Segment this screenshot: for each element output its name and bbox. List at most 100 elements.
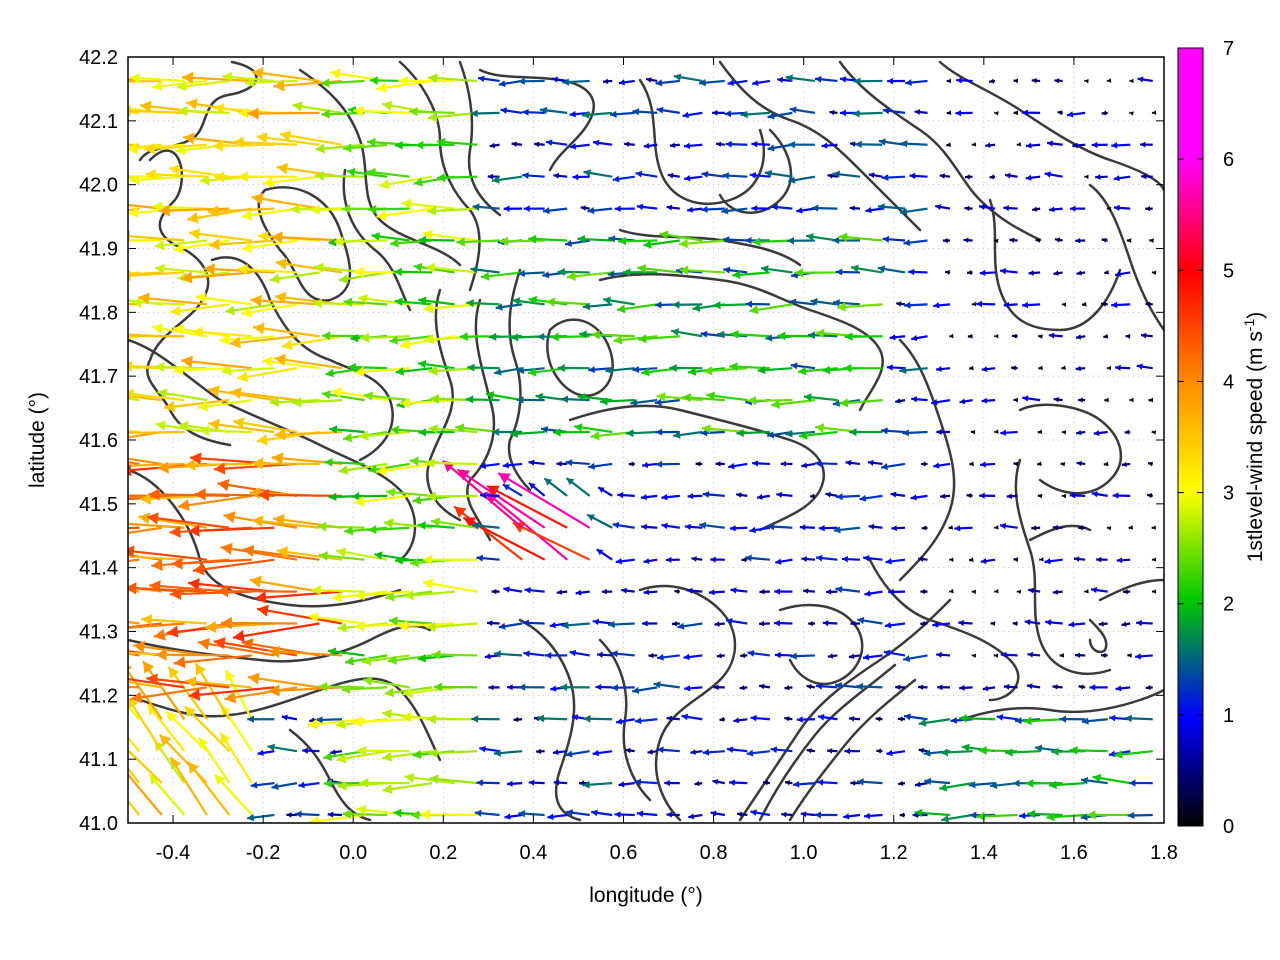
wind-arrow <box>516 396 545 404</box>
wind-arrow <box>822 365 861 375</box>
wind-arrow <box>246 813 275 822</box>
wind-arrow <box>821 142 838 149</box>
wind-arrow <box>1078 397 1086 403</box>
wind-arrow <box>144 142 207 155</box>
wind-arrow <box>722 236 748 244</box>
colorbar <box>1177 47 1204 827</box>
wind-arrow <box>547 813 568 820</box>
wind-arrow <box>250 294 320 307</box>
wind-arrow <box>849 428 883 437</box>
wind-arrow <box>269 271 320 284</box>
wind-arrow <box>1027 809 1063 819</box>
wind-arrow <box>1084 589 1089 594</box>
colorbar-label-close: ) <box>1244 312 1267 319</box>
wind-arrow <box>347 362 388 372</box>
wind-arrow <box>479 745 500 753</box>
wind-arrow <box>721 207 748 215</box>
wind-arrow <box>682 111 703 119</box>
y-tick-label: 41.9 <box>79 239 118 261</box>
wind-arrow <box>1151 589 1157 594</box>
contour-line <box>128 468 402 608</box>
wind-arrow <box>581 110 613 119</box>
wind-arrow <box>966 270 973 276</box>
wind-arrow <box>677 622 703 630</box>
wind-arrow <box>374 551 410 561</box>
wind-arrow <box>587 206 613 215</box>
wind-arrow <box>1013 397 1019 403</box>
contour-line <box>342 168 412 312</box>
wind-arrow <box>1010 365 1018 371</box>
wind-arrow <box>618 236 658 246</box>
wind-arrow <box>415 140 455 150</box>
wind-arrow <box>966 493 973 499</box>
wind-arrow <box>817 714 838 721</box>
wind-arrow <box>1038 365 1043 371</box>
wind-arrow <box>131 297 185 308</box>
wind-arrow <box>832 170 861 178</box>
wind-arrow <box>128 773 163 816</box>
wind-arrow <box>843 363 883 373</box>
wind-arrow <box>176 79 230 92</box>
wind-arrow <box>610 650 635 658</box>
wind-arrow <box>404 772 455 785</box>
wind-arrow <box>876 748 883 754</box>
wind-arrow <box>1115 364 1131 371</box>
wind-arrow <box>695 461 703 467</box>
wind-arrow <box>936 651 951 658</box>
wind-arrow <box>184 458 252 471</box>
wind-arrow <box>128 665 163 720</box>
wind-arrow <box>1076 460 1086 467</box>
wind-arrow <box>890 491 906 498</box>
wind-arrow <box>949 557 954 562</box>
wind-arrow <box>1103 333 1109 339</box>
wind-arrow <box>746 749 770 757</box>
wind-arrow <box>557 364 590 373</box>
wind-arrow <box>241 207 298 221</box>
wind-arrow <box>321 109 365 119</box>
wind-arrow <box>212 140 275 152</box>
wind-arrow <box>252 322 320 338</box>
wind-arrow <box>271 782 298 790</box>
wind-arrow <box>719 716 725 722</box>
wind-arrow <box>128 430 162 439</box>
wind-arrow <box>399 397 455 409</box>
wind-arrow <box>522 619 545 627</box>
wind-arrow <box>562 78 590 86</box>
wind-arrow <box>994 429 999 434</box>
wind-arrow <box>805 232 838 242</box>
wind-arrow <box>694 780 703 787</box>
wind-arrow <box>666 811 680 818</box>
wind-arrow <box>523 205 545 213</box>
wind-arrow <box>881 427 906 435</box>
wind-arrow <box>678 238 725 249</box>
wind-arrow <box>171 557 252 570</box>
wind-arrow <box>903 713 928 721</box>
wind-arrow <box>518 269 545 278</box>
wind-arrow <box>725 617 748 625</box>
wind-arrow <box>628 461 635 467</box>
contour-line <box>288 728 372 822</box>
wind-arrow <box>274 353 343 370</box>
wind-arrow <box>1122 589 1131 595</box>
wind-arrow <box>588 462 613 470</box>
wind-arrow <box>1021 109 1041 116</box>
wind-arrow <box>244 77 297 88</box>
wind-arrow <box>827 653 838 659</box>
wind-arrow <box>655 428 680 436</box>
wind-arrow <box>920 621 928 627</box>
wind-arrow <box>268 645 343 658</box>
wind-arrow <box>801 462 816 469</box>
wind-arrow <box>722 172 748 180</box>
wind-arrow <box>932 621 951 628</box>
x-tick-label: 1.0 <box>790 842 818 864</box>
wind-arrow <box>843 813 861 820</box>
wind-arrow <box>476 554 500 562</box>
wind-arrow <box>309 813 365 823</box>
wind-arrow <box>354 494 410 507</box>
colorbar-tick-label: 6 <box>1223 149 1234 171</box>
wind-arrow <box>359 332 410 343</box>
wind-arrow <box>924 777 951 786</box>
contour-line <box>718 60 922 232</box>
contour-line <box>1098 578 1164 602</box>
wind-arrow <box>1101 237 1108 243</box>
